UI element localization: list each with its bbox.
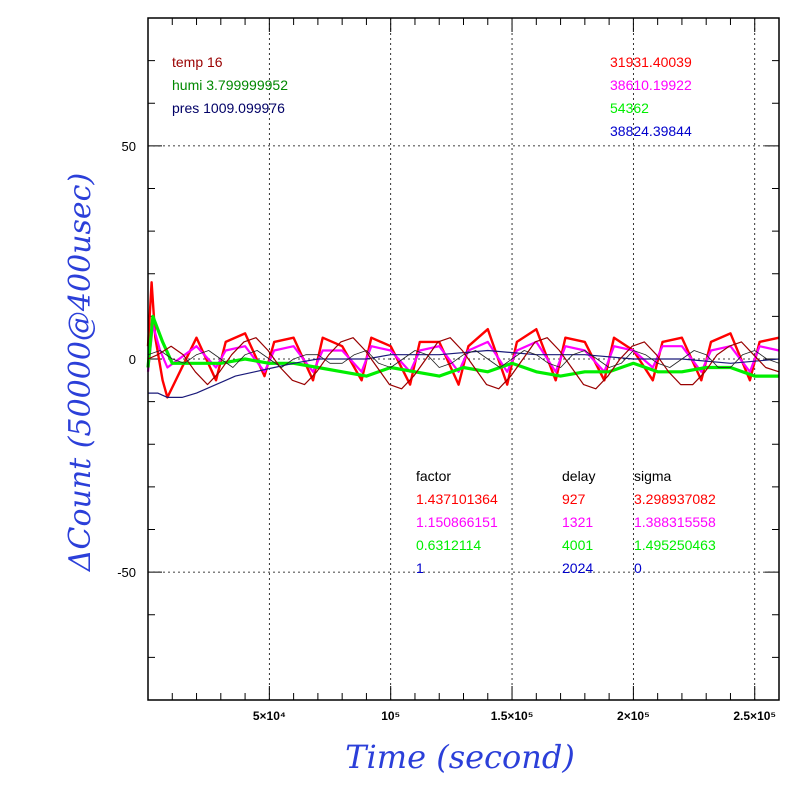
- table-cell: 927: [562, 491, 586, 507]
- table-cell: 0: [634, 560, 642, 576]
- x-tick-label: 10⁵: [381, 709, 400, 723]
- y-tick-labels: 50 0 -50: [117, 139, 136, 580]
- x-tick-label: 5×10⁴: [253, 709, 286, 723]
- y-tick-label: -50: [117, 565, 136, 580]
- x-tick-labels: 5×10⁴ 10⁵ 1.5×10⁵ 2×10⁵ 2.5×10⁵: [253, 709, 776, 723]
- right-annotation: 38824.39844: [610, 123, 692, 139]
- table-cell: 1321: [562, 514, 593, 530]
- series-line-6: [147, 350, 780, 368]
- series-line-1: [146, 281, 780, 399]
- table-cell: 0.6312114: [416, 537, 481, 553]
- right-annotations: 31931.40039 38610.19922 54362 38824.39844: [610, 54, 692, 139]
- table-cell: 2024: [562, 560, 593, 576]
- left-annotation: humi 3.799999952: [172, 77, 288, 93]
- y-tick-label: 50: [122, 139, 136, 154]
- x-tick-label: 2.5×10⁵: [733, 709, 776, 723]
- table-cell: 1: [416, 560, 424, 576]
- table-header: sigma: [634, 468, 672, 484]
- series-line-3: [146, 314, 779, 378]
- y-axis-title: ΔCount (50000@400usec): [63, 173, 98, 572]
- plot-series: [146, 281, 780, 399]
- table-cell: 3.298937082: [634, 491, 716, 507]
- x-tick-label: 2×10⁵: [617, 709, 650, 723]
- table-cell: 1.388315558: [634, 514, 716, 530]
- table-cell: 1.495250463: [634, 537, 716, 553]
- right-annotation: 31931.40039: [610, 54, 692, 70]
- x-axis-title: Time (second): [345, 738, 575, 776]
- right-annotation: 38610.19922: [610, 77, 692, 93]
- table-cell: 4001: [562, 537, 593, 553]
- table-header: factor: [416, 468, 451, 484]
- table-cell: 1.150866151: [416, 514, 498, 530]
- minor-ticks: [148, 18, 779, 700]
- right-annotation: 54362: [610, 100, 649, 116]
- table-header: delay: [562, 468, 595, 484]
- series-line-4: [148, 349, 780, 398]
- stats-table: factor delay sigma 1.437101364 927 3.29893708…: [416, 468, 716, 576]
- table-cell: 1.437101364: [416, 491, 498, 507]
- y-tick-label: 0: [129, 352, 136, 367]
- series-line-5: [147, 337, 780, 390]
- x-tick-label: 1.5×10⁵: [491, 709, 534, 723]
- plot-frame: [147, 17, 780, 701]
- left-annotation: temp 16: [172, 54, 223, 70]
- left-annotations: temp 16 humi 3.799999952 pres 1009.099976: [172, 54, 288, 116]
- left-annotation: pres 1009.099976: [172, 100, 285, 116]
